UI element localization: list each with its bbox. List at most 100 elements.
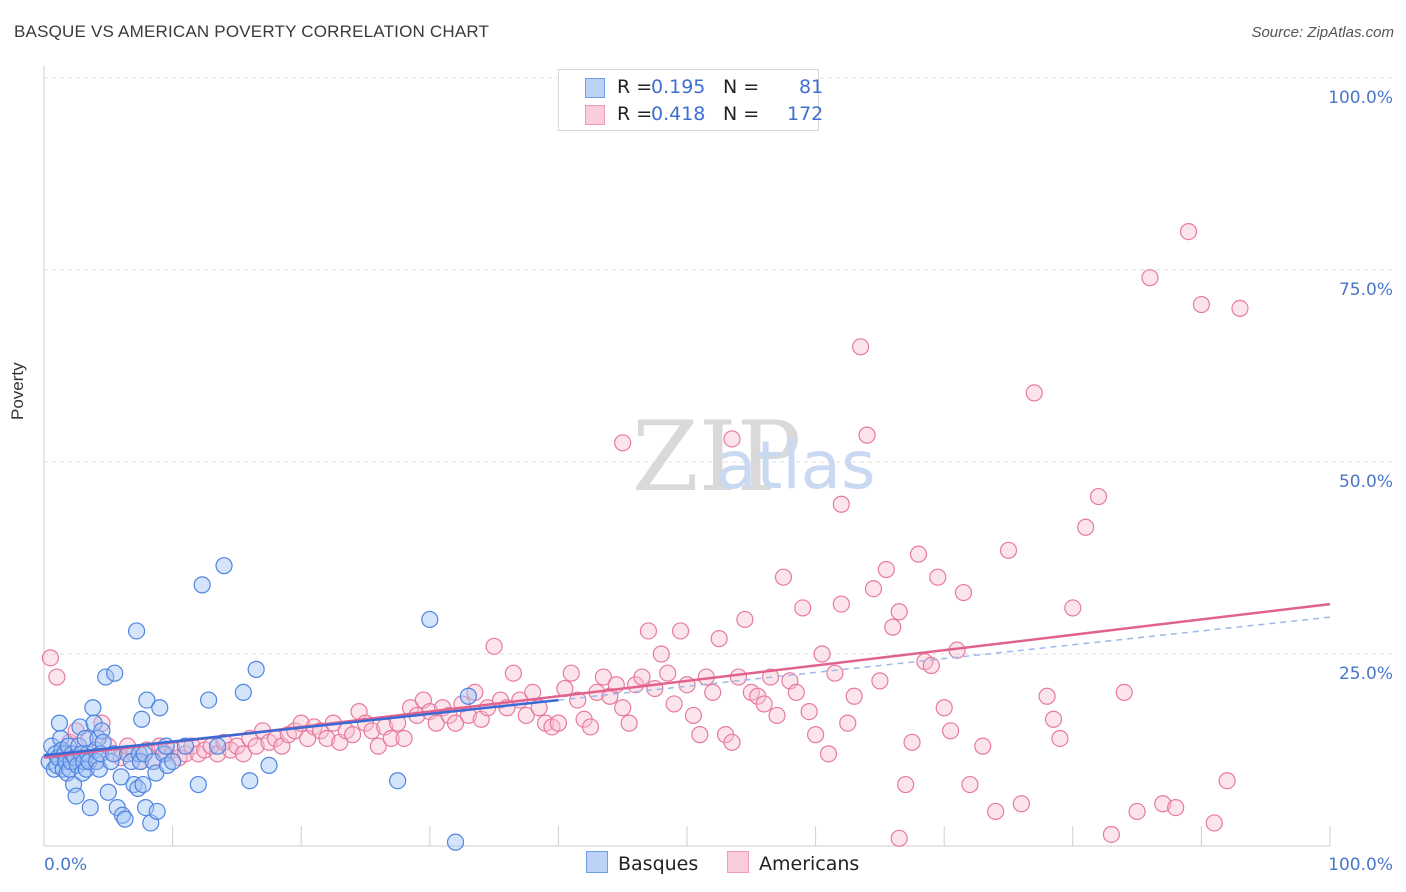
legend-item-americans: Americans	[727, 851, 859, 875]
correlation-legend: R = 0.195 N = 81 R = 0.418 N = 172	[558, 69, 823, 131]
data-point-americans	[1231, 299, 1249, 317]
chart-title: BASQUE VS AMERICAN POVERTY CORRELATION C…	[14, 22, 490, 41]
data-point-americans	[826, 664, 844, 682]
data-point-basques	[247, 660, 265, 678]
legend-n-label: N =	[723, 103, 760, 125]
data-point-basques	[138, 691, 156, 709]
data-point-americans	[1064, 599, 1082, 617]
data-point-basques	[200, 691, 218, 709]
data-point-americans	[922, 656, 940, 675]
data-point-americans	[41, 649, 60, 667]
y-tick-label: 100.0%	[1328, 88, 1393, 108]
legend-swatch-basques-bottom	[586, 851, 608, 873]
data-point-basques	[164, 752, 182, 771]
x-tick-label: 100.0%	[1328, 855, 1393, 875]
data-point-americans	[1025, 384, 1043, 402]
data-point-americans	[446, 714, 465, 732]
data-point-americans	[1089, 487, 1108, 506]
y-tick-label: 50.0%	[1339, 472, 1393, 492]
data-point-americans	[1154, 795, 1172, 813]
data-point-americans	[1102, 825, 1120, 844]
data-point-americans	[1051, 729, 1069, 748]
data-point-americans	[774, 568, 793, 586]
data-point-americans	[858, 426, 876, 444]
data-point-basques	[446, 833, 465, 851]
legend-n-value: 81	[799, 76, 824, 98]
data-point-americans	[569, 691, 587, 709]
data-point-americans	[832, 495, 850, 513]
data-point-americans	[845, 687, 863, 705]
data-point-americans	[691, 726, 709, 744]
data-point-americans	[659, 664, 677, 682]
data-point-americans	[1179, 223, 1198, 241]
data-point-americans	[382, 729, 400, 748]
watermark-zip: ZIP	[632, 401, 801, 513]
data-point-americans	[704, 683, 722, 702]
data-point-americans	[736, 610, 754, 629]
data-point-americans	[710, 630, 728, 648]
data-point-basques	[134, 775, 152, 794]
legend-r-label: R =	[617, 103, 653, 125]
data-point-americans	[504, 664, 522, 682]
data-point-americans	[806, 726, 825, 744]
data-point-basques	[148, 802, 166, 821]
data-point-basques	[215, 557, 233, 575]
data-point-americans	[1128, 802, 1146, 821]
legend-label-basques: Basques	[618, 853, 699, 875]
data-point-americans	[852, 338, 870, 356]
data-point-basques	[189, 775, 207, 794]
data-point-basques	[84, 699, 102, 717]
data-point-americans	[987, 802, 1005, 821]
data-point-americans	[819, 745, 838, 763]
source-label: Source: ZipAtlas.com	[1251, 24, 1394, 41]
data-point-americans	[755, 695, 773, 713]
data-point-basques	[116, 810, 134, 828]
data-point-americans	[639, 622, 658, 640]
legend-n-value: 172	[787, 103, 824, 125]
trend-lines	[43, 602, 1331, 759]
data-point-americans	[485, 637, 503, 655]
data-point-basques	[67, 787, 85, 805]
x-tick-label: 0.0%	[44, 855, 87, 875]
legend-swatch-americans-bottom	[727, 851, 749, 873]
data-point-americans	[614, 434, 632, 452]
data-point-basques	[99, 783, 117, 801]
data-point-americans	[562, 664, 580, 682]
data-point-americans	[1077, 518, 1095, 536]
data-point-americans	[800, 702, 818, 721]
watermark-atlas: atlas	[716, 427, 876, 504]
data-point-basques	[50, 714, 69, 732]
data-point-americans	[1192, 295, 1211, 314]
data-point-americans	[594, 668, 613, 686]
data-point-americans	[549, 714, 568, 732]
data-point-americans	[813, 645, 831, 663]
y-axis-label: Poverty	[8, 362, 27, 420]
data-point-basques	[234, 683, 252, 702]
data-point-basques	[260, 756, 278, 774]
data-point-americans	[884, 618, 902, 636]
data-point-basques	[193, 576, 211, 594]
legend-n-label: N =	[723, 76, 760, 98]
tick-labels: 100.0% 75.0% 50.0% 25.0% 0.0% 100.0%	[44, 88, 1393, 875]
data-point-basques	[81, 798, 99, 817]
data-point-americans	[890, 603, 908, 621]
legend-swatch-americans	[585, 105, 605, 125]
data-point-americans	[684, 706, 703, 725]
watermark: ZIP atlas	[632, 401, 876, 513]
data-point-americans	[1044, 710, 1063, 728]
data-point-americans	[234, 745, 252, 763]
data-point-americans	[942, 722, 960, 740]
data-point-americans	[729, 668, 748, 686]
legend-r-value: 0.195	[651, 76, 706, 98]
data-point-basques	[209, 737, 227, 755]
trend-line-basques-extension	[558, 616, 1331, 701]
trend-line-basques	[43, 698, 559, 757]
data-point-basques	[97, 668, 115, 686]
data-point-americans	[395, 729, 413, 748]
data-point-americans	[369, 737, 387, 755]
data-point-americans	[318, 729, 336, 748]
data-point-americans	[581, 718, 600, 736]
legend-label-americans: Americans	[759, 853, 860, 875]
axes	[43, 66, 1331, 847]
data-point-americans	[974, 737, 992, 755]
